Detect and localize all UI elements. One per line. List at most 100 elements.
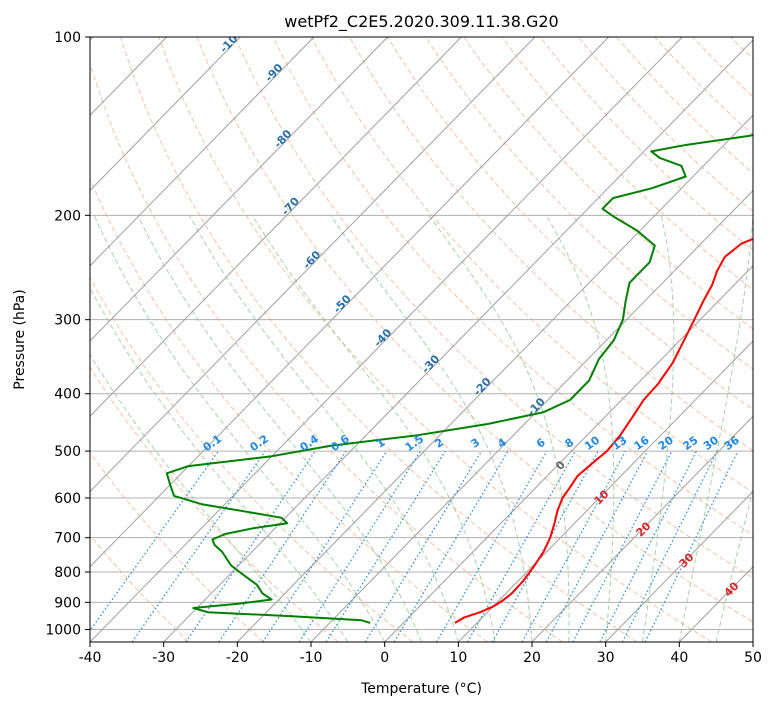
mixing-ratio-line (572, 450, 673, 642)
dry-adiabat (90, 534, 190, 642)
in-plot-label: -50 (331, 292, 354, 316)
in-plot-label: 16 (632, 433, 652, 453)
in-plot-label: -20 (471, 375, 494, 399)
mixing-ratio-line (545, 450, 649, 642)
y-tick-label: 600 (54, 491, 81, 507)
x-tick-label: -30 (152, 650, 175, 666)
y-tick-label: 900 (54, 595, 81, 611)
dry-adiabat (463, 37, 753, 330)
dry-adiabat (90, 451, 264, 642)
moist-adiabat (330, 215, 533, 642)
dry-adiabat (349, 37, 753, 452)
moist-adiabat (428, 215, 570, 642)
x-tick-label: -20 (226, 650, 249, 666)
mixing-ratio-line (599, 450, 698, 642)
in-plot-label: 6 (534, 436, 548, 451)
dry-adiabat (120, 37, 638, 642)
dry-adiabat (90, 276, 414, 642)
x-tick-label: 40 (670, 650, 688, 666)
x-axis-ticks: -40 -30 -20 -10 0 10 20 30 40 50 (79, 642, 762, 666)
isotherm (90, 37, 462, 417)
isotherm (457, 340, 753, 642)
mixing-ratio-line (90, 450, 219, 632)
moist-adiabat (678, 215, 753, 642)
in-plot-label: -80 (271, 127, 294, 151)
dry-adiabat (692, 37, 753, 98)
isotherm (90, 37, 241, 192)
dry-adiabat (616, 37, 753, 174)
dewpoint-line (165, 134, 753, 624)
dry-adiabat (654, 37, 753, 136)
pressure-gridlines (90, 37, 753, 630)
dry-adiabat (425, 37, 753, 370)
dry-adiabat (272, 37, 753, 536)
in-plot-label: 30 (701, 433, 721, 453)
mixing-ratio-line (435, 450, 548, 642)
sounding-curves (165, 134, 753, 624)
y-tick-label: 400 (54, 387, 81, 403)
dry-adiabat (234, 37, 753, 579)
in-plot-label: -40 (371, 326, 394, 350)
mixing-ratio-line (325, 450, 446, 642)
y-tick-label: 800 (54, 565, 81, 581)
dry-adiabat (158, 37, 712, 642)
x-axis-label: Temperature (°C) (360, 681, 482, 697)
in-plot-label: 36 (722, 433, 742, 453)
moist-adiabat (642, 215, 675, 642)
mixing-ratio-lines (90, 450, 739, 642)
y-tick-label: 200 (54, 208, 81, 224)
mixing-ratio-line (131, 450, 266, 642)
mixing-ratio-line (521, 450, 627, 642)
y-tick-label: 500 (54, 444, 81, 460)
dry-adiabat (539, 37, 753, 252)
isotherm (163, 39, 753, 642)
isotherm (310, 189, 753, 642)
mixing-ratio-line (364, 450, 482, 642)
in-plot-label: 13 (609, 434, 629, 453)
moist-adiabat (188, 215, 459, 642)
y-axis-label: Pressure (hPa) (12, 289, 28, 389)
isotherm (90, 37, 536, 493)
in-plot-labels: -100-90-80-70-60-50-40-30-20-100.1 0.2 0.4… (201, 26, 742, 600)
isotherm (605, 490, 753, 642)
plot-frame (89, 36, 754, 643)
isotherm (678, 566, 753, 642)
in-plot-label: 1 (374, 436, 388, 451)
in-plot-label: 10 (582, 433, 602, 453)
mixing-ratio-line (298, 450, 421, 642)
isotherm (90, 37, 609, 568)
isotherm (90, 37, 683, 642)
isotherm (752, 641, 753, 642)
x-tick-label: 50 (744, 650, 762, 666)
moist-adiabat (715, 487, 753, 642)
dry-adiabat (90, 177, 488, 642)
in-plot-label: 3 (469, 436, 483, 451)
y-tick-label: 1000 (45, 622, 81, 638)
temperature-line (454, 237, 753, 624)
y-tick-label: 100 (54, 30, 81, 46)
x-tick-label: -10 (300, 650, 323, 666)
in-plot-label: 25 (681, 434, 701, 453)
dry-adiabat (90, 61, 563, 642)
chart-title: wetPf2_C2E5.2020.309.11.38.G20 (284, 12, 558, 32)
in-plot-label: 20 (634, 519, 654, 539)
in-plot-label: 2 (432, 436, 446, 451)
dry-adiabat (387, 37, 753, 411)
isotherm (384, 265, 753, 642)
in-plot-label: 0 (553, 458, 568, 473)
isotherm (90, 37, 388, 342)
in-plot-label: -60 (300, 248, 323, 272)
in-plot-label: -100 (217, 26, 246, 55)
in-plot-label: -30 (419, 352, 442, 376)
y-tick-label: 700 (54, 531, 81, 547)
isotherm (531, 415, 753, 642)
moist-adiabats (90, 215, 753, 642)
y-axis-ticks: 100 200 300 400 500 600 700 800 900 1000 (45, 30, 90, 638)
dry-adiabat (196, 37, 753, 623)
isotherm (90, 37, 315, 267)
dry-adiabat (769, 37, 775, 642)
mixing-ratio-line (393, 450, 509, 642)
x-tick-label: -40 (79, 650, 102, 666)
in-plot-label: 4 (495, 436, 509, 451)
